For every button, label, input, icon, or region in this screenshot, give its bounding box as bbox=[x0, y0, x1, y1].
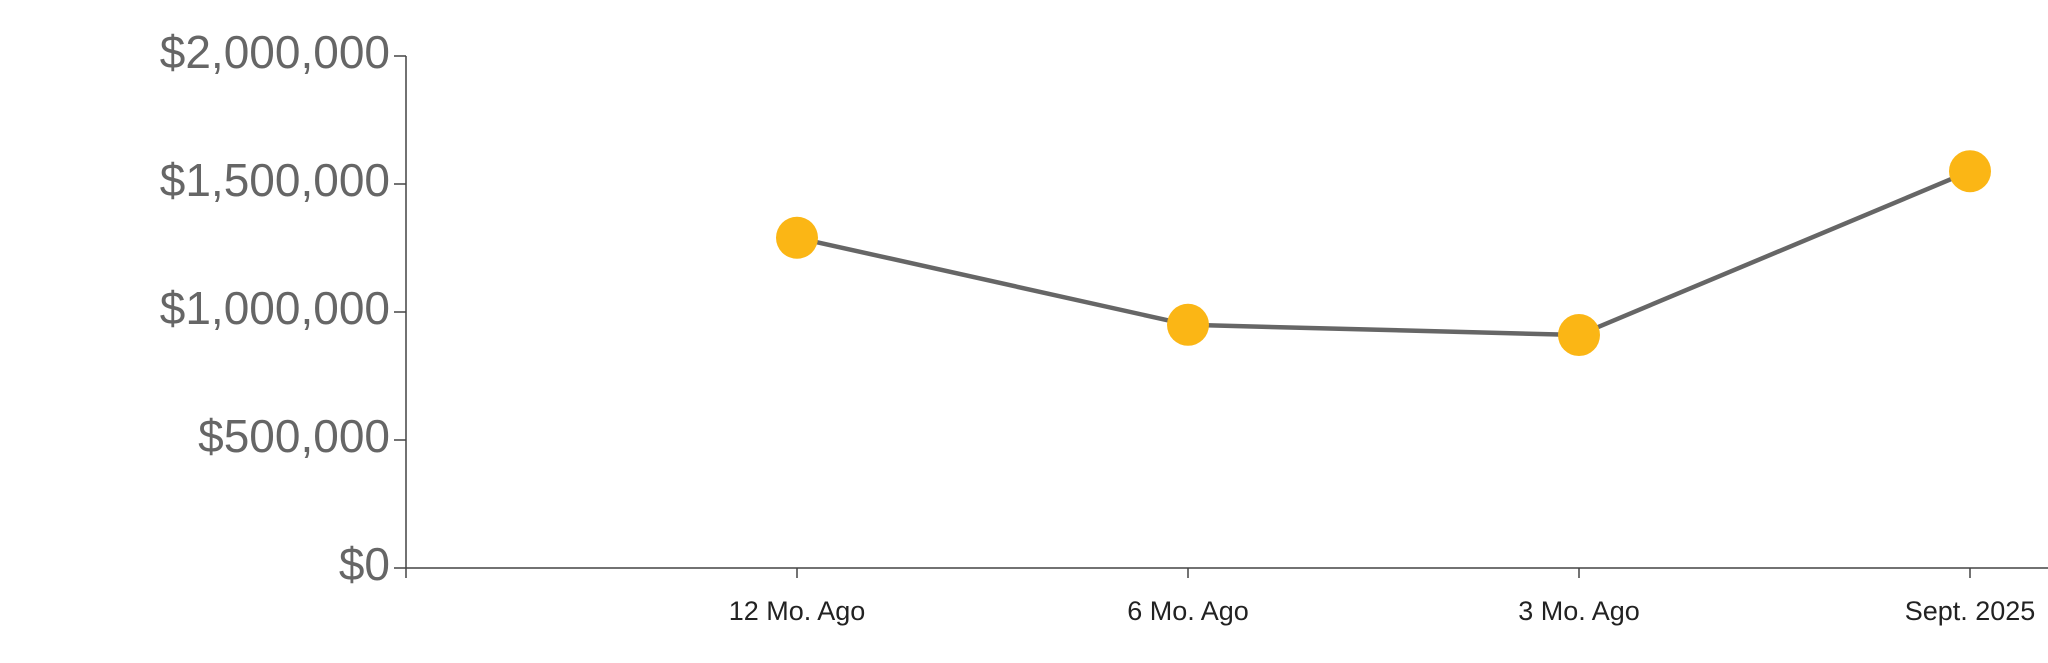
x-tick-label: 6 Mo. Ago bbox=[1127, 596, 1249, 626]
x-tick-label: 12 Mo. Ago bbox=[729, 596, 866, 626]
y-tick-label: $0 bbox=[339, 538, 390, 590]
y-tick-label: $500,000 bbox=[198, 410, 390, 462]
y-tick-label: $1,000,000 bbox=[160, 282, 390, 334]
point bbox=[1949, 150, 1991, 193]
x-tick-label: Sept. 2025 bbox=[1905, 596, 2036, 626]
point bbox=[1558, 314, 1600, 357]
x-tick-label: 3 Mo. Ago bbox=[1518, 596, 1640, 626]
point bbox=[776, 216, 818, 259]
line bbox=[796, 169, 1971, 338]
y-tick-label: $1,500,000 bbox=[160, 154, 390, 206]
y-tick-label: $2,000,000 bbox=[160, 26, 390, 78]
point bbox=[1167, 303, 1209, 346]
